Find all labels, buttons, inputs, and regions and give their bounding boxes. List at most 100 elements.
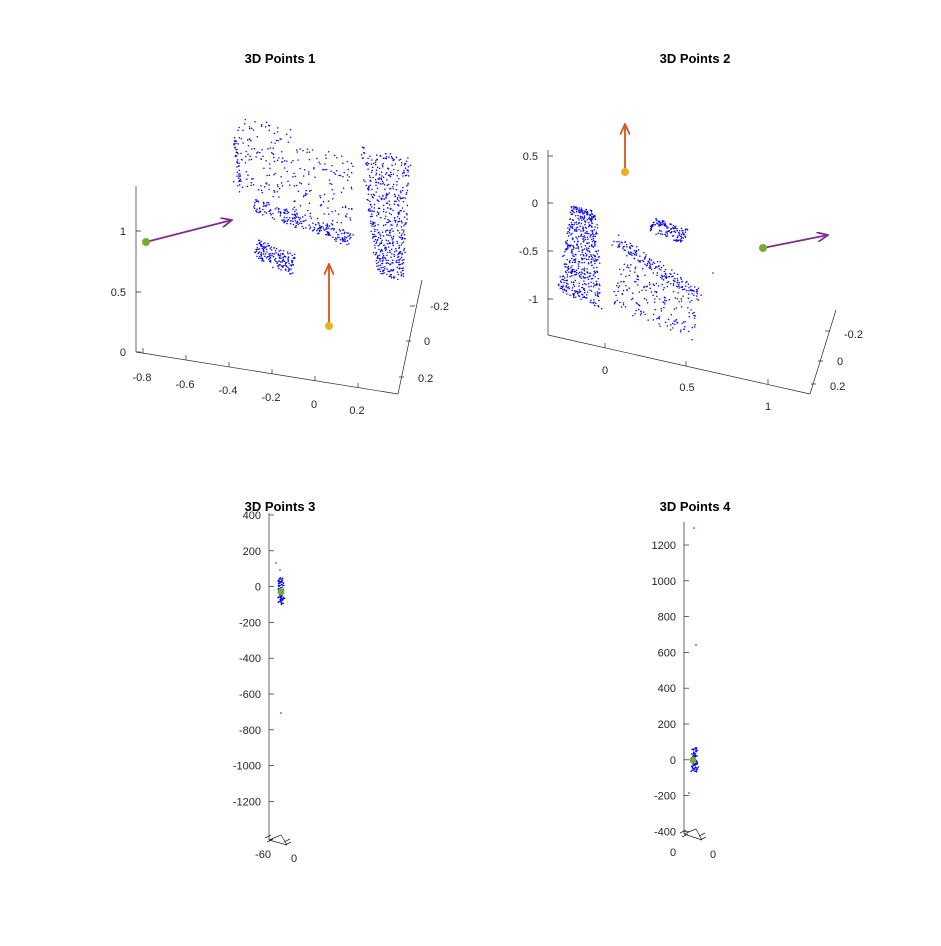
data-point	[398, 220, 401, 223]
data-point	[294, 210, 296, 213]
data-point	[672, 224, 675, 227]
data-point	[270, 214, 272, 216]
data-point	[269, 167, 271, 170]
data-point	[653, 284, 655, 287]
data-point	[289, 272, 291, 275]
data-point	[655, 217, 657, 220]
data-point	[600, 307, 603, 310]
data-point	[589, 272, 592, 275]
data-point	[405, 193, 407, 196]
data-point	[290, 161, 293, 164]
data-point	[280, 253, 282, 255]
data-point	[315, 223, 317, 226]
data-point	[590, 211, 593, 213]
data-point	[340, 191, 343, 193]
data-point	[583, 235, 586, 237]
data-point	[382, 256, 384, 258]
data-point	[581, 212, 584, 214]
data-point	[401, 269, 404, 272]
data-point	[375, 184, 377, 186]
data-point	[310, 189, 312, 192]
data-point	[585, 231, 588, 233]
data-point	[311, 149, 314, 151]
data-point	[237, 153, 239, 155]
data-point	[381, 180, 384, 183]
data-point	[283, 218, 285, 221]
data-point	[639, 259, 641, 262]
data-point	[299, 148, 301, 150]
data-point	[374, 178, 377, 181]
subplot-4-xtick: 0	[710, 849, 716, 861]
data-point	[665, 276, 668, 279]
data-point	[377, 178, 379, 180]
data-point	[590, 262, 592, 264]
data-point	[263, 202, 265, 205]
data-point	[301, 225, 303, 228]
data-point	[403, 224, 405, 227]
data-point	[587, 213, 589, 216]
data-point	[590, 238, 593, 241]
data-point	[263, 186, 266, 188]
data-point	[396, 229, 399, 232]
data-point	[275, 252, 277, 254]
data-point	[695, 771, 698, 773]
data-point	[256, 247, 259, 249]
data-point	[387, 234, 390, 236]
subplot-2-x-axis	[547, 334, 811, 395]
data-point	[693, 527, 695, 529]
data-point	[637, 249, 640, 251]
data-point	[635, 250, 638, 252]
data-point	[669, 272, 671, 275]
data-point	[663, 220, 665, 222]
data-point	[580, 271, 583, 273]
data-point	[302, 149, 304, 152]
data-point	[287, 141, 290, 143]
data-point	[672, 327, 674, 329]
data-point	[361, 146, 364, 148]
data-point	[690, 309, 692, 311]
data-point	[367, 163, 370, 165]
data-point	[284, 220, 287, 223]
data-point	[318, 230, 321, 233]
data-point	[648, 281, 651, 284]
data-point	[574, 253, 577, 256]
z-tick-label: 800	[658, 612, 676, 624]
data-point	[649, 284, 651, 286]
data-point	[385, 247, 387, 249]
data-point	[266, 204, 268, 206]
data-point	[295, 216, 298, 218]
data-point	[396, 196, 399, 199]
data-point	[622, 302, 625, 304]
data-point	[666, 235, 669, 237]
data-point	[276, 183, 279, 186]
data-point	[382, 270, 384, 273]
data-point	[397, 273, 400, 276]
data-point	[287, 218, 290, 221]
data-point	[618, 245, 621, 248]
data-point	[688, 316, 691, 318]
data-point	[653, 301, 656, 304]
data-point	[279, 215, 282, 217]
data-point	[586, 268, 588, 270]
data-point	[264, 211, 266, 213]
data-point	[580, 257, 583, 260]
data-point	[341, 155, 343, 157]
data-point	[406, 214, 408, 216]
data-point	[637, 259, 639, 261]
data-point	[679, 277, 682, 279]
data-point	[262, 253, 265, 255]
data-point	[278, 264, 281, 266]
data-point	[352, 234, 354, 236]
data-point	[662, 289, 665, 291]
data-point	[286, 210, 289, 212]
data-point	[387, 262, 390, 265]
data-point	[392, 235, 395, 238]
data-point	[666, 281, 668, 284]
data-point	[672, 284, 675, 287]
data-point	[370, 220, 372, 222]
data-point	[686, 289, 688, 292]
data-point	[390, 236, 393, 239]
data-point	[686, 280, 688, 283]
data-point	[586, 242, 588, 244]
data-point	[583, 267, 586, 270]
